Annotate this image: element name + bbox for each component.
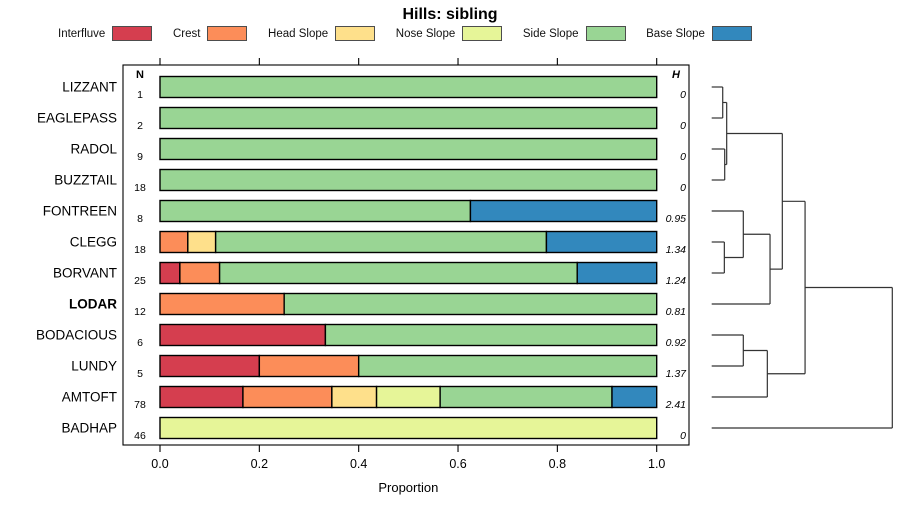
legend-swatch <box>711 26 752 41</box>
row-n-value: 18 <box>134 182 146 194</box>
row-h-value: 0 <box>680 120 686 132</box>
h-column-header: H <box>672 69 681 81</box>
legend-item-crest: Crest <box>172 26 248 41</box>
x-tick-label: 0.0 <box>151 457 168 471</box>
bar-segment-clegg-side-slope <box>214 230 548 254</box>
row-h-value: 0 <box>680 151 686 163</box>
bar-segment-amtoft-crest <box>242 385 333 409</box>
row-h-value: 0.92 <box>666 337 687 349</box>
row-h-value: 0.81 <box>666 306 686 318</box>
row-label-lizzant: LIZZANT <box>62 80 117 95</box>
legend-item-nose-slope: Nose Slope <box>395 26 503 41</box>
bar-segment-badhap-nose-slope <box>159 416 658 440</box>
x-tick-label: 0.8 <box>549 457 566 471</box>
legend-label: Head Slope <box>268 27 329 40</box>
bar-segment-radol-side-slope <box>159 137 658 161</box>
page-title: Hills: sibling <box>402 6 498 23</box>
legend-item-interfluve: Interfluve <box>58 26 153 41</box>
row-n-value: 8 <box>137 213 143 225</box>
row-label-bodacious: BODACIOUS <box>36 328 117 343</box>
row-n-value: 18 <box>134 244 146 256</box>
bar-segment-clegg-head-slope <box>187 230 217 254</box>
legend-swatch <box>112 26 153 41</box>
row-h-value: 0.95 <box>666 213 687 225</box>
bar-segment-lundy-crest <box>258 354 360 378</box>
row-h-value: 1.34 <box>666 244 687 256</box>
row-n-value: 6 <box>137 337 143 349</box>
row-label-amtoft: AMTOFT <box>62 390 117 405</box>
bar-segment-borvant-side-slope <box>218 261 578 285</box>
x-axis-title: Proportion <box>378 480 438 495</box>
n-column-header: N <box>136 69 144 81</box>
bar-segment-bodacious-side-slope <box>324 323 658 347</box>
bar-segment-lundy-interfluve <box>159 354 261 378</box>
bar-segment-lizzant-side-slope <box>159 75 658 99</box>
x-tick-label: 0.6 <box>449 457 466 471</box>
bar-segment-fontreen-side-slope <box>159 199 472 223</box>
bar-segment-fontreen-base-slope <box>469 199 658 223</box>
row-h-value: 0 <box>680 89 686 101</box>
row-label-fontreen: FONTREEN <box>43 204 117 219</box>
row-h-value: 0 <box>680 430 686 442</box>
legend-item-side-slope: Side Slope <box>523 26 626 41</box>
bar-segment-lodar-side-slope <box>283 292 658 316</box>
row-h-value: 0 <box>680 182 686 194</box>
row-label-buzztail: BUZZTAIL <box>54 173 117 188</box>
bar-segment-clegg-base-slope <box>545 230 658 254</box>
row-n-value: 12 <box>134 306 146 318</box>
bar-segment-lodar-crest <box>159 292 285 316</box>
row-label-clegg: CLEGG <box>70 235 117 250</box>
legend-label: Nose Slope <box>395 27 456 40</box>
bar-segment-borvant-crest <box>179 261 221 285</box>
row-h-value: 1.24 <box>666 275 687 287</box>
row-h-value: 1.37 <box>666 368 688 380</box>
bar-segment-lundy-side-slope <box>357 354 658 378</box>
row-label-radol: RADOL <box>70 142 117 157</box>
row-n-value: 5 <box>137 368 143 380</box>
plot-box <box>122 64 690 446</box>
legend-swatch <box>207 26 248 41</box>
row-label-lodar: LODAR <box>69 297 117 312</box>
row-n-value: 9 <box>137 151 143 163</box>
legend-label: Crest <box>172 27 201 40</box>
legend-label: Side Slope <box>522 27 579 40</box>
bar-segment-amtoft-interfluve <box>159 385 244 409</box>
row-n-value: 1 <box>137 89 143 101</box>
bar-segment-bodacious-interfluve <box>159 323 327 347</box>
bar-segment-buzztail-side-slope <box>159 168 658 192</box>
bar-segment-clegg-crest <box>159 230 189 254</box>
row-label-lundy: LUNDY <box>71 359 117 374</box>
row-label-borvant: BORVANT <box>53 266 117 281</box>
bar-segment-amtoft-base-slope <box>611 385 658 409</box>
bar-segment-amtoft-nose-slope <box>375 385 441 409</box>
legend-item-base-slope: Base Slope <box>646 26 752 41</box>
legend-swatch <box>585 26 626 41</box>
bar-segment-borvant-interfluve <box>159 261 181 285</box>
legend-swatch <box>335 26 376 41</box>
legend-swatch <box>462 26 503 41</box>
row-h-value: 2.41 <box>665 399 686 411</box>
legend-label: Base Slope <box>646 27 705 40</box>
bar-segment-amtoft-side-slope <box>439 385 613 409</box>
row-n-value: 78 <box>134 399 146 411</box>
legend-item-head-slope: Head Slope <box>268 26 376 41</box>
bar-segment-amtoft-head-slope <box>331 385 378 409</box>
bar-segment-eaglepass-side-slope <box>159 106 658 130</box>
row-n-value: 25 <box>134 275 146 287</box>
bar-segment-borvant-base-slope <box>576 261 658 285</box>
row-label-badhap: BADHAP <box>61 421 117 436</box>
row-n-value: 2 <box>137 120 143 132</box>
x-tick-label: 1.0 <box>648 457 665 471</box>
legend-label: Interfluve <box>58 27 106 40</box>
legend: Interfluve Crest Head Slope Nose Slope Side … <box>58 26 752 41</box>
x-tick-label: 0.2 <box>251 457 268 471</box>
row-n-value: 46 <box>134 430 146 442</box>
x-tick-label: 0.4 <box>350 457 367 471</box>
row-label-eaglepass: EAGLEPASS <box>37 111 117 126</box>
